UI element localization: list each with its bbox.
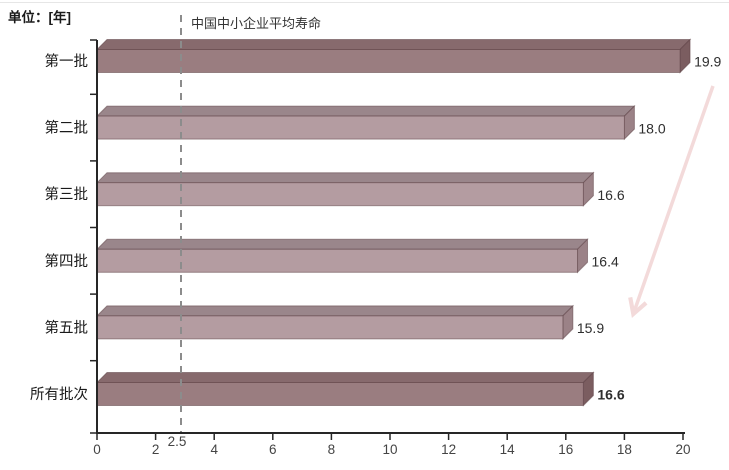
bar-front-face	[96, 382, 584, 406]
bar-front-face	[96, 182, 584, 207]
trend-arrow	[628, 85, 715, 318]
bar-value-label: 16.6	[597, 387, 624, 403]
reference-line-label: 中国中小企业平均寿命	[191, 16, 322, 31]
reference-tick-label: 2.5	[168, 434, 187, 449]
x-tick-label: 6	[269, 442, 277, 457]
unit-label: 单位：[年]	[8, 10, 71, 25]
bar-value-label: 18.0	[638, 120, 665, 136]
x-tick-label: 14	[500, 442, 516, 457]
category-label: 第五批	[45, 318, 89, 336]
bar-top-face	[95, 172, 595, 184]
category-label: 第二批	[45, 119, 89, 137]
bar-front-face	[96, 315, 564, 340]
x-tick-label: 10	[382, 442, 397, 457]
x-tick-label: 12	[441, 442, 456, 457]
bar-front-face	[96, 49, 681, 73]
category-label: 第一批	[45, 52, 89, 70]
x-tick-label: 4	[210, 442, 218, 457]
top-divider-line	[0, 2, 729, 3]
bar-top-face	[95, 105, 636, 117]
category-label: 所有批次	[30, 386, 88, 403]
category-label: 第四批	[45, 252, 89, 270]
x-tick-label: 16	[558, 442, 573, 457]
x-tick-label: 2	[152, 442, 160, 457]
x-tick-label: 8	[328, 442, 336, 457]
bar-front-face	[96, 248, 579, 273]
bar-value-label: 15.9	[577, 320, 604, 336]
bar-top-face	[95, 39, 692, 50]
bar-top-face	[95, 305, 575, 317]
bar-front-face	[96, 115, 625, 140]
bar-value-label: 16.4	[592, 254, 619, 270]
bar-top-face	[95, 372, 595, 383]
category-label: 第三批	[45, 185, 89, 203]
bar-value-label: 16.6	[597, 187, 624, 203]
x-tick-label: 0	[93, 442, 101, 457]
bar-value-label: 19.9	[694, 54, 721, 70]
x-tick-label: 18	[617, 442, 632, 457]
x-tick-label: 20	[675, 442, 690, 457]
bar-top-face	[95, 238, 589, 250]
